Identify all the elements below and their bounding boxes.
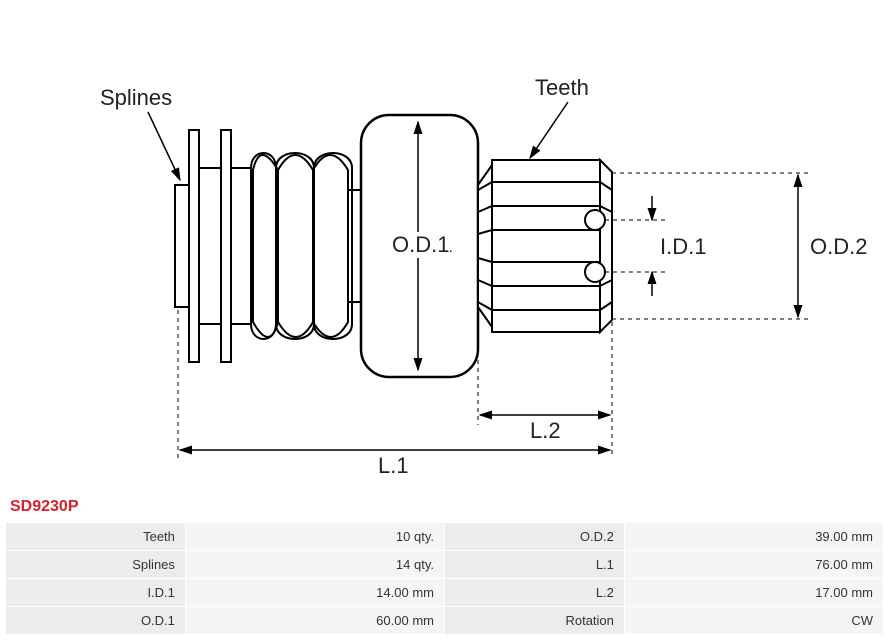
spec-value: 10 qty.: [185, 523, 444, 551]
label-teeth: Teeth: [535, 75, 589, 100]
spec-label: Rotation: [444, 607, 624, 635]
part-flange-2: [221, 130, 231, 362]
spec-table: Teeth10 qty.O.D.239.00 mmSplines14 qty.L…: [5, 522, 884, 635]
label-l1: L.1: [378, 453, 409, 478]
technical-diagram: O.D.1 O.D.1 I.D.1 O.D.2: [0, 0, 889, 490]
spec-row: O.D.160.00 mmRotationCW: [6, 607, 884, 635]
spec-value: 17.00 mm: [624, 579, 883, 607]
bore-top: [585, 210, 605, 230]
spec-label: O.D.1: [6, 607, 186, 635]
spec-label: Splines: [6, 551, 186, 579]
part-shaft-start: [231, 168, 251, 324]
spec-value: 14 qty.: [185, 551, 444, 579]
part-pinion: [478, 160, 612, 332]
spec-label: Teeth: [6, 523, 186, 551]
svg-text:O.D.1: O.D.1: [392, 232, 449, 257]
callout-splines: Splines: [100, 85, 180, 180]
label-od2: O.D.2: [810, 234, 867, 259]
label-splines: Splines: [100, 85, 172, 110]
part-flange-1: [189, 130, 199, 362]
spec-label: L.1: [444, 551, 624, 579]
spec-value: 60.00 mm: [185, 607, 444, 635]
part-flange-spacer: [199, 168, 221, 324]
spec-row: I.D.114.00 mmL.217.00 mm: [6, 579, 884, 607]
spec-value: 39.00 mm: [624, 523, 883, 551]
spec-value: 14.00 mm: [185, 579, 444, 607]
diagram-svg: O.D.1 O.D.1 I.D.1 O.D.2: [20, 20, 869, 490]
part-lip-left: [175, 185, 189, 307]
label-id1: I.D.1: [660, 234, 706, 259]
spec-value: CW: [624, 607, 883, 635]
dim-l2: L.2: [478, 320, 612, 455]
spec-label: L.2: [444, 579, 624, 607]
spec-row: Splines14 qty.L.176.00 mm: [6, 551, 884, 579]
spec-row: Teeth10 qty.O.D.239.00 mm: [6, 523, 884, 551]
dim-id1: I.D.1: [605, 196, 706, 296]
label-l2: L.2: [530, 418, 561, 443]
bore-bottom: [585, 262, 605, 282]
spec-label: I.D.1: [6, 579, 186, 607]
part-number: SD9230P: [0, 490, 889, 522]
callout-teeth: Teeth: [530, 75, 589, 158]
page-container: O.D.1 O.D.1 I.D.1 O.D.2: [0, 0, 889, 635]
spec-label: O.D.2: [444, 523, 624, 551]
dim-od2: O.D.2: [612, 173, 867, 319]
spec-value: 76.00 mm: [624, 551, 883, 579]
part-spring: [253, 155, 348, 337]
